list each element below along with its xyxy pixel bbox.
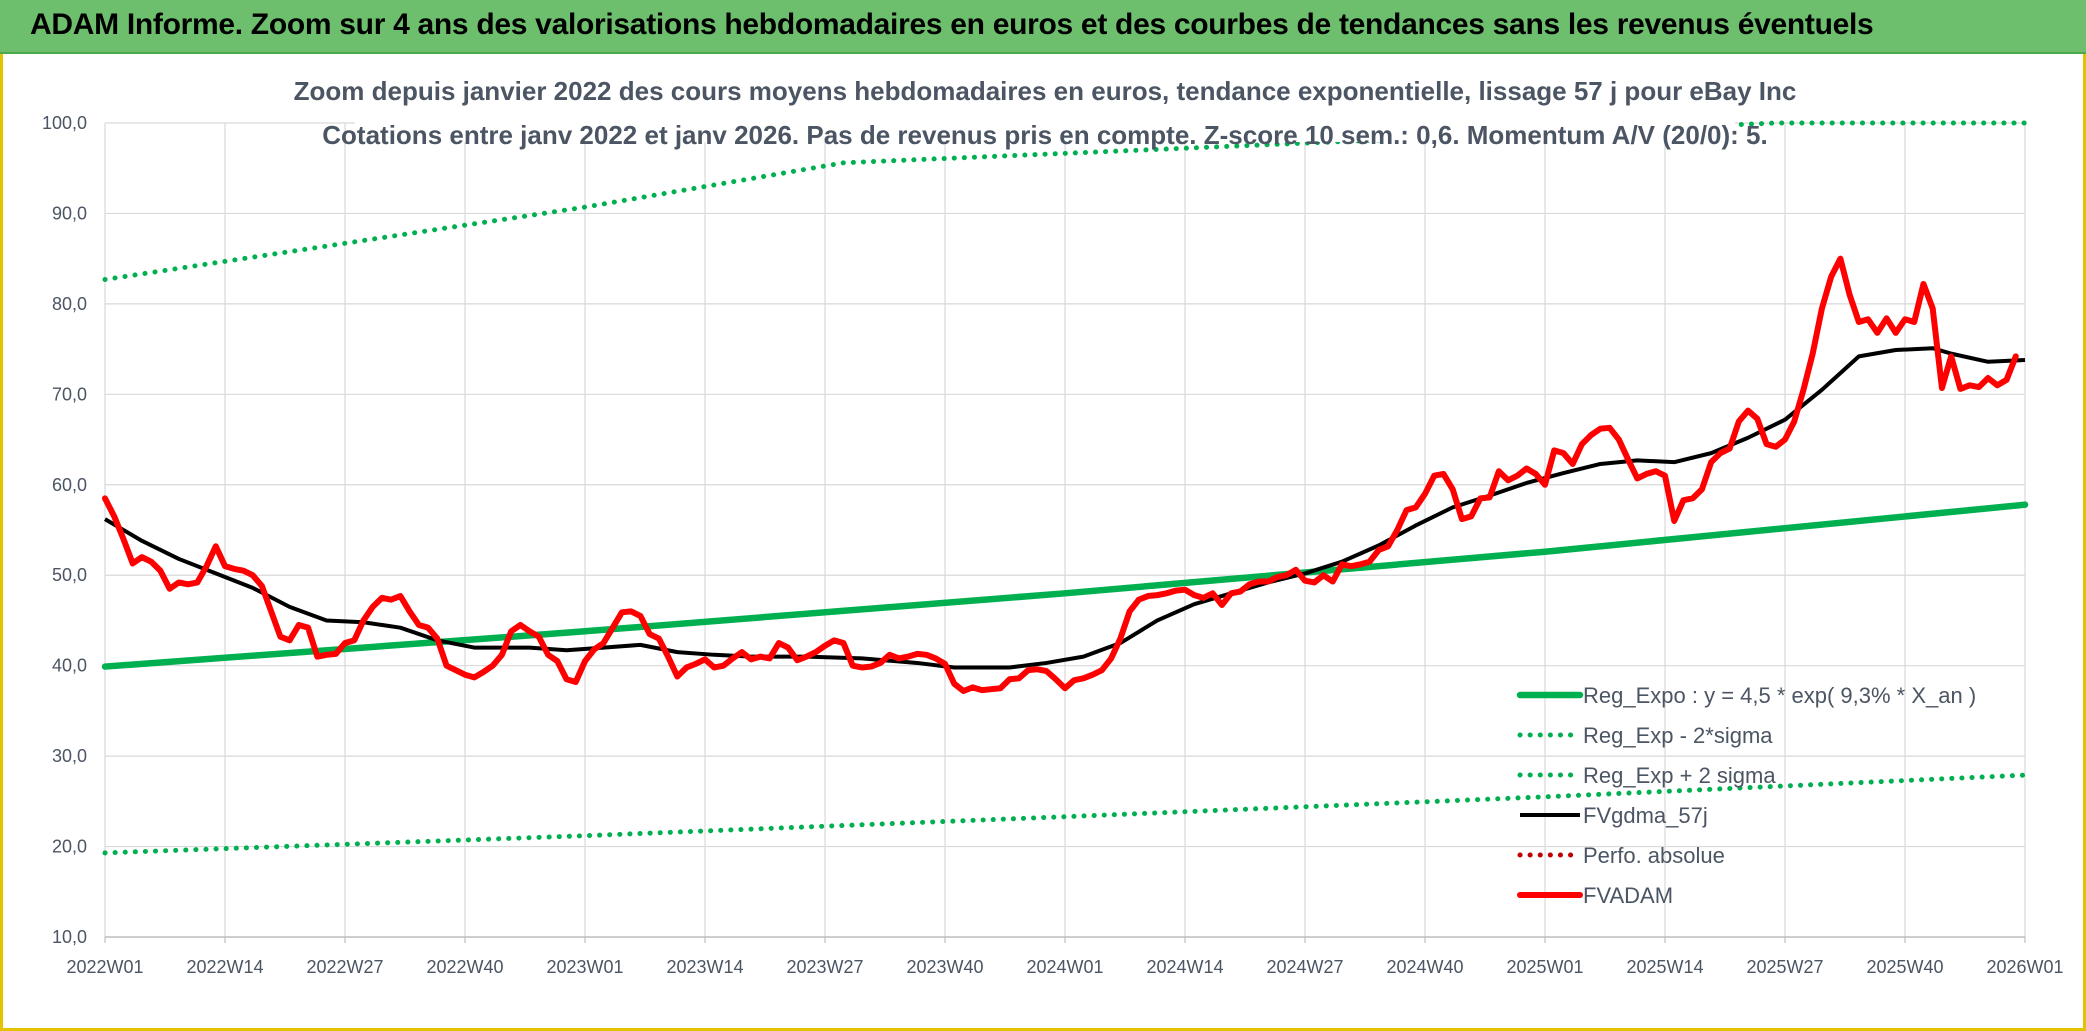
- x-tick-label: 2022W01: [66, 957, 143, 977]
- x-tick-label: 2022W40: [426, 957, 503, 977]
- legend: Reg_Expo : y = 4,5 * exp( 9,3% * X_an ) R…: [1516, 683, 1976, 908]
- x-tick-label: 2023W01: [546, 957, 623, 977]
- legend-label: FVADAM: [1583, 883, 1673, 908]
- y-tick-label: 40,0: [52, 656, 87, 676]
- report-banner: ADAM Informe. Zoom sur 4 ans des valoris…: [0, 0, 2086, 54]
- chart: 10,0 20,0 30,0 40,0 50,0 60,0 70,0 80,0 90,0 100,…: [42, 60, 2064, 977]
- y-tick-label: 50,0: [52, 565, 87, 585]
- y-tick-label: 60,0: [52, 475, 87, 495]
- y-tick-label: 20,0: [52, 837, 87, 857]
- x-tick-label: 2024W27: [1266, 957, 1343, 977]
- x-tick-label: 2024W40: [1386, 957, 1463, 977]
- x-tick-label: 2023W14: [666, 957, 743, 977]
- title-background: [355, 60, 1735, 142]
- y-tick-label: 80,0: [52, 294, 87, 314]
- series-line-fvadam: [102, 255, 2019, 694]
- x-tick-label: 2023W40: [906, 957, 983, 977]
- legend-label: Perfo. absolue: [1583, 843, 1725, 868]
- x-tick-label: 2024W01: [1026, 957, 1103, 977]
- x-tick-label: 2025W27: [1746, 957, 1823, 977]
- y-axis: 10,0 20,0 30,0 40,0 50,0 60,0 70,0 80,0 90,0 100,…: [42, 113, 87, 947]
- plot-series: [101, 120, 2029, 856]
- x-tick-label: 2024W14: [1146, 957, 1223, 977]
- legend-label: Reg_Exp + 2 sigma: [1583, 763, 1776, 788]
- report-title: ADAM Informe. Zoom sur 4 ans des valoris…: [30, 8, 1874, 41]
- x-tick-label: 2026W01: [1986, 957, 2063, 977]
- x-axis: 2022W01 2022W14 2022W27 2022W40 2023W01 2023W…: [66, 936, 2064, 977]
- chart-title: Zoom depuis janvier 2022 des cours moyen…: [294, 76, 1797, 106]
- x-tick-label: 2025W01: [1506, 957, 1583, 977]
- y-tick-label: 70,0: [52, 384, 87, 404]
- legend-label: FVgdma_57j: [1583, 803, 1708, 828]
- legend-label: Reg_Expo : y = 4,5 * exp( 9,3% * X_an ): [1583, 683, 1976, 708]
- y-tick-label: 90,0: [52, 203, 87, 223]
- y-tick-label: 10,0: [52, 927, 87, 947]
- y-tick-label: 30,0: [52, 746, 87, 766]
- x-tick-label: 2022W27: [306, 957, 383, 977]
- legend-label: Reg_Exp - 2*sigma: [1583, 723, 1773, 748]
- series-line-reg-expo-y-4-5-exp-9-3-x-an: [101, 501, 2029, 670]
- x-tick-label: 2022W14: [186, 957, 263, 977]
- x-tick-label: 2025W40: [1866, 957, 1943, 977]
- y-tick-label: 100,0: [42, 113, 87, 133]
- x-tick-label: 2025W14: [1626, 957, 1703, 977]
- x-tick-label: 2023W27: [786, 957, 863, 977]
- chart-subtitle: Cotations entre janv 2022 et janv 2026. …: [322, 120, 1767, 150]
- series-line-reg-exp-2-sigma: [102, 120, 2028, 282]
- series-line-reg-exp-2-sigma: [102, 772, 2028, 856]
